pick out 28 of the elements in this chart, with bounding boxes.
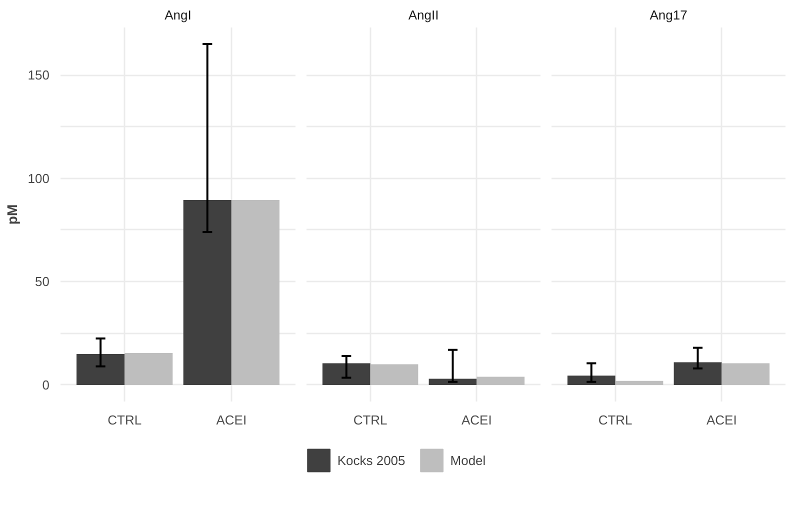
bar — [567, 376, 616, 385]
y-tick-label: 150 — [28, 68, 50, 83]
x-tick-label: ACEI — [462, 412, 492, 428]
x-tick-label: ACEI — [706, 412, 737, 428]
bar — [183, 200, 232, 385]
bar — [370, 364, 418, 385]
bar — [76, 354, 125, 385]
y-tick-label: 100 — [28, 170, 50, 186]
bar — [476, 376, 525, 385]
chart-title: Ang17 — [650, 8, 688, 22]
bar — [231, 200, 280, 385]
bar — [615, 380, 664, 385]
chart-title: AngII — [408, 8, 439, 22]
legend-label: Kocks 2005 — [337, 452, 406, 468]
y-axis-title: pM — [4, 204, 20, 225]
x-tick-label: CTRL — [598, 412, 632, 428]
bar — [674, 362, 722, 385]
bar — [722, 363, 770, 385]
y-tick-label: 50 — [35, 274, 50, 290]
y-tick-label: 0 — [42, 377, 50, 392]
bar — [428, 378, 477, 385]
x-tick-label: ACEI — [216, 412, 247, 428]
bar — [124, 352, 173, 385]
x-tick-label: CTRL — [353, 412, 388, 428]
legend-label: Model — [450, 452, 486, 468]
chart-title: AngI — [164, 8, 192, 22]
x-tick-label: CTRL — [108, 412, 142, 428]
bar — [322, 363, 370, 385]
